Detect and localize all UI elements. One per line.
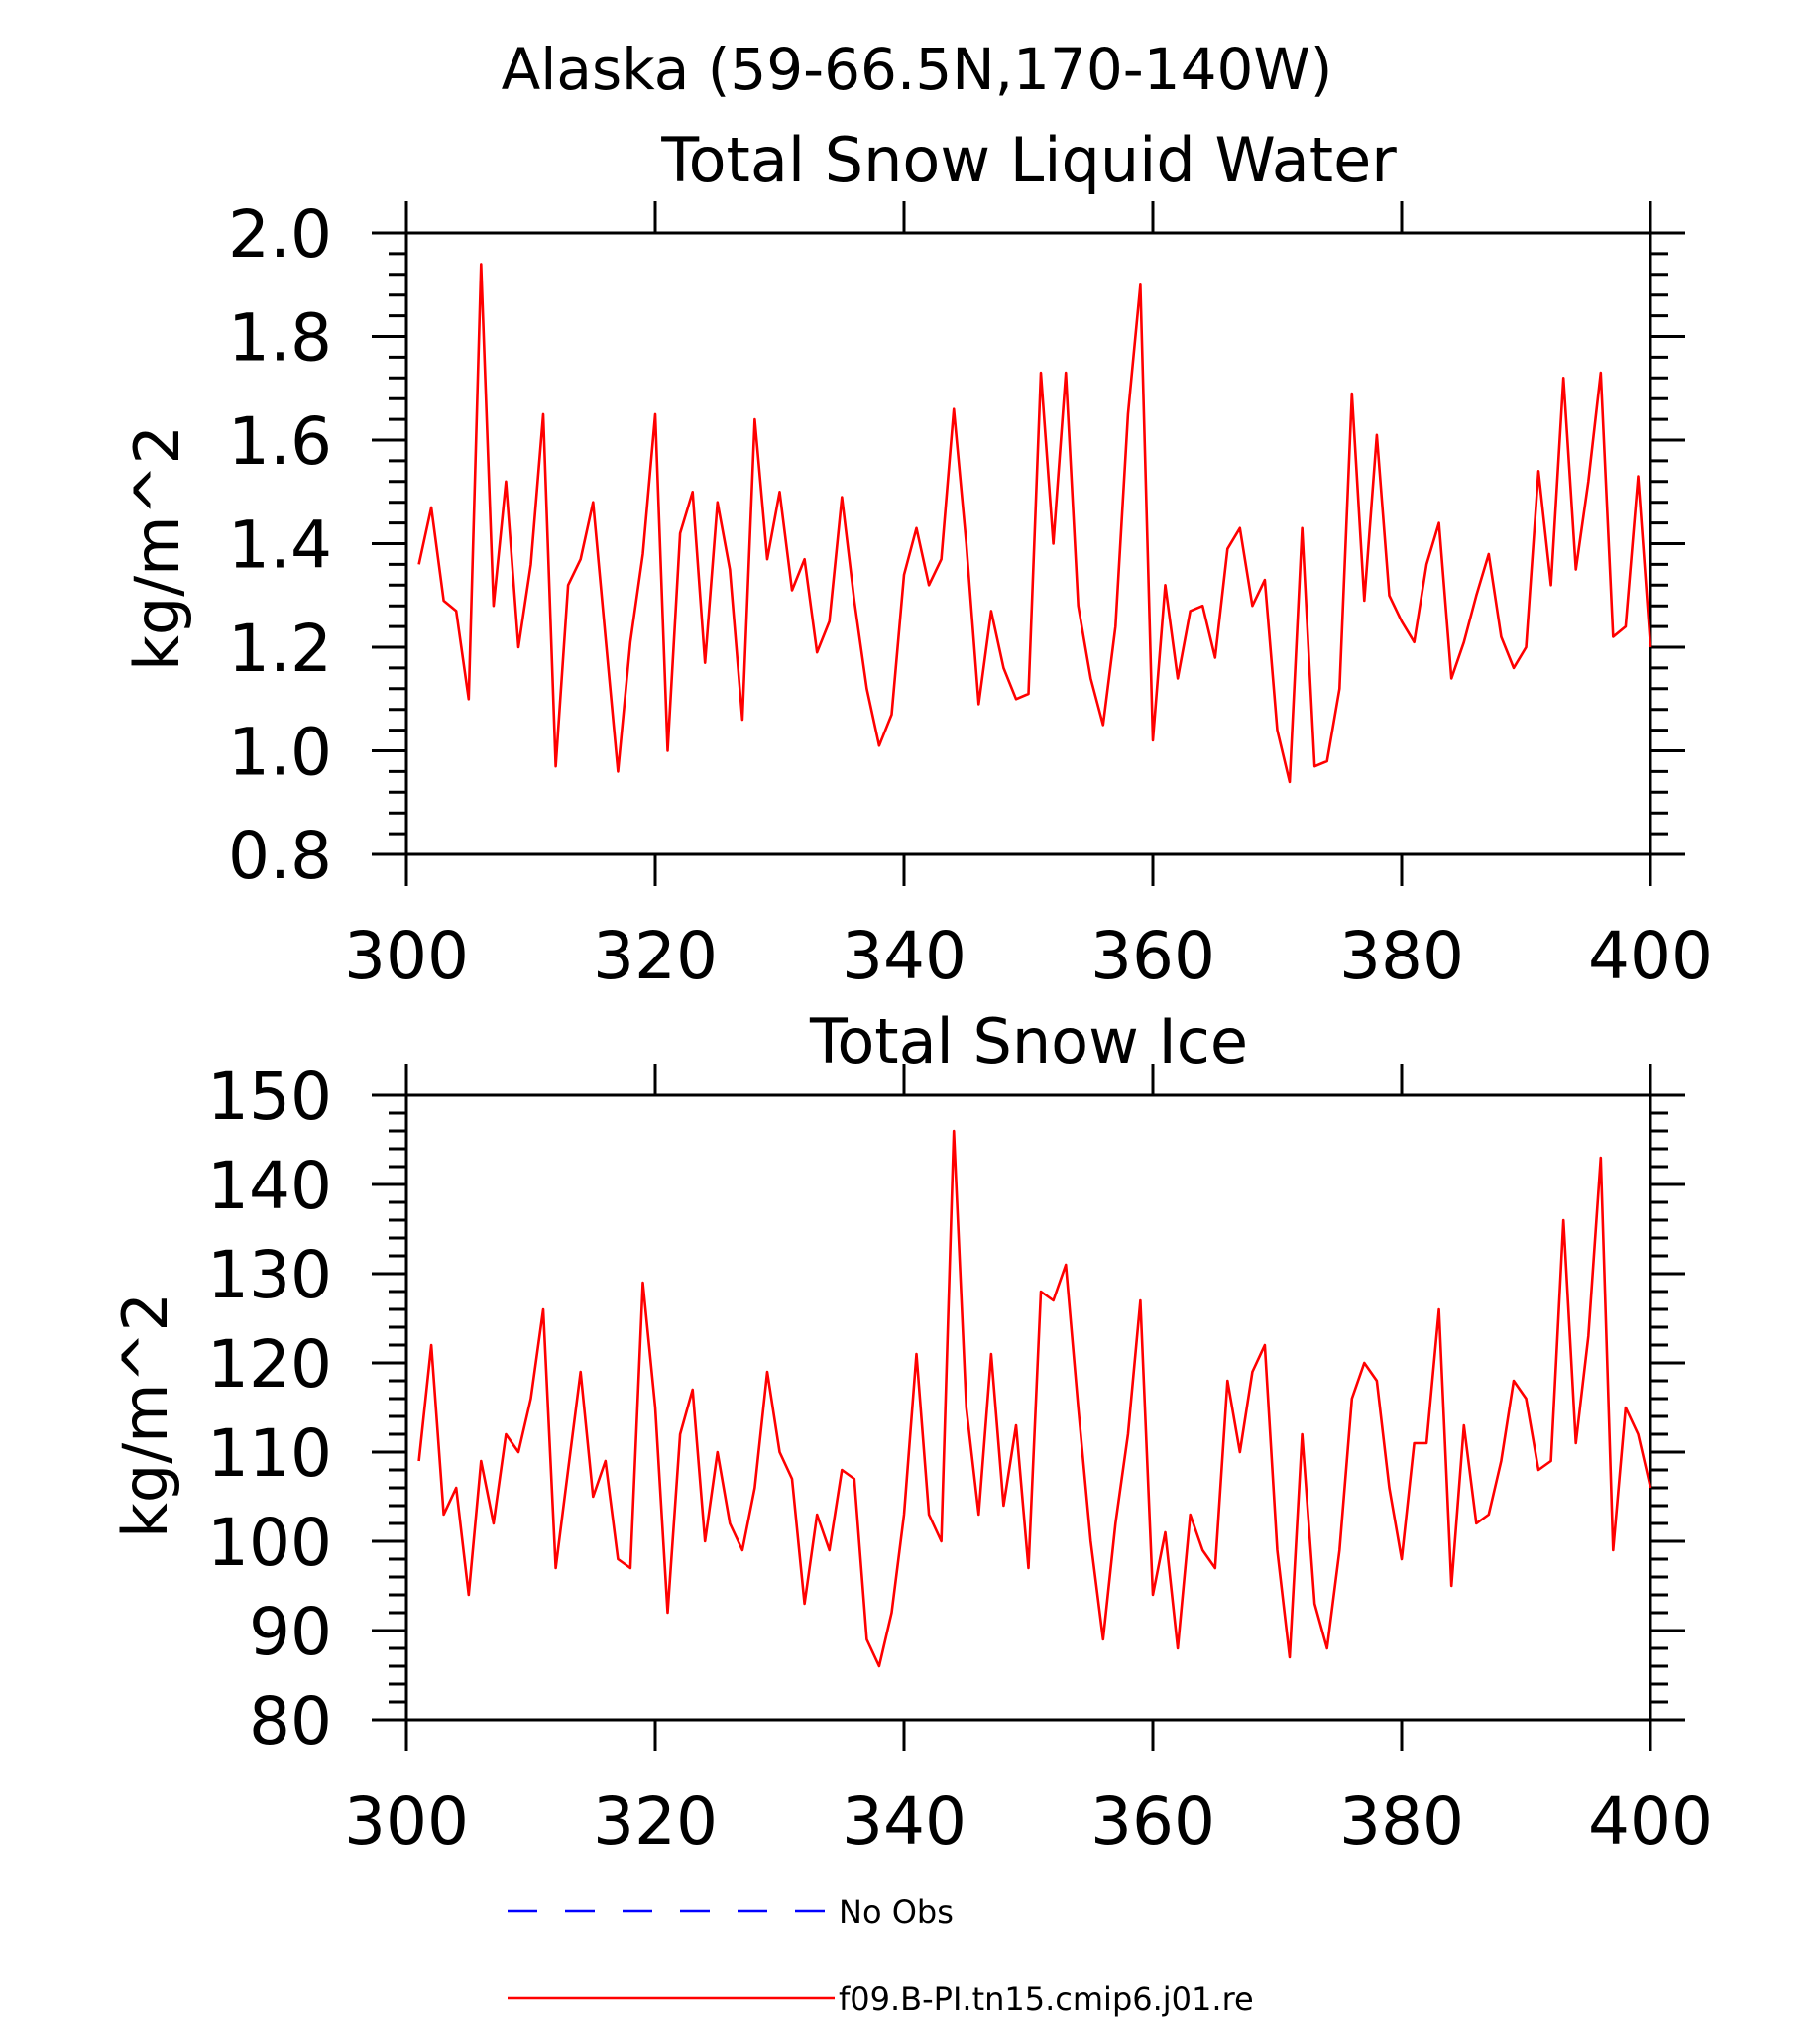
legend-obs-label: No Obs	[839, 1893, 954, 1931]
axis-ticks	[372, 1064, 1685, 1751]
x-tick-label: 300	[344, 918, 469, 994]
panel-snow-liquid-water: Total Snow Liquid Water kg/m^2 0.8 1.0 1.2…	[121, 124, 1713, 994]
x-tick-label: 360	[1090, 918, 1215, 994]
x-tick-label: 300	[344, 1783, 469, 1859]
x-tick-label: 380	[1339, 1783, 1464, 1859]
y-axis-label: kg/m^2	[109, 1293, 181, 1538]
y-tick-label: 120	[207, 1326, 332, 1403]
x-tick-label: 360	[1090, 1783, 1215, 1859]
x-tick-label: 340	[842, 918, 967, 994]
plot-frame	[404, 231, 1652, 856]
x-tick-label: 320	[593, 918, 718, 994]
y-tick-label: 1.6	[228, 403, 332, 480]
y-tick-label: 1.8	[228, 300, 332, 377]
y-tick-label: 1.4	[228, 507, 332, 584]
x-tick-label: 320	[593, 1783, 718, 1859]
y-tick-label: 1.0	[228, 715, 332, 791]
y-tick-label: 140	[207, 1148, 332, 1224]
y-tick-label: 2.0	[228, 196, 332, 273]
x-tick-label: 400	[1588, 918, 1713, 994]
legend: No Obs f09.B-PI.tn15.cmip6.j01.re	[508, 1893, 1254, 2018]
y-tick-labels: 0.8 1.0 1.2 1.4 1.6 1.8 2.0	[228, 196, 332, 894]
panel-title: Total Snow Ice	[809, 1005, 1248, 1077]
plot-frame	[404, 1093, 1652, 1722]
y-tick-label: 1.2	[228, 611, 332, 687]
y-tick-label: 110	[207, 1415, 332, 1492]
panel-snow-ice: Total Snow Ice kg/m^2 80 90 100 110 120 130 14…	[109, 1005, 1713, 1859]
y-tick-label: 130	[207, 1237, 332, 1313]
y-tick-label: 0.8	[228, 818, 332, 894]
x-tick-label: 400	[1588, 1783, 1713, 1859]
series-line-snow-liquid-water	[417, 263, 1652, 784]
x-tick-labels: 300 320 340 360 380 400	[344, 1783, 1713, 1859]
panel-title: Total Snow Liquid Water	[660, 124, 1397, 196]
y-tick-labels: 80 90 100 110 120 130 140 150	[207, 1059, 332, 1759]
x-tick-label: 340	[842, 1783, 967, 1859]
axis-ticks	[372, 201, 1685, 886]
y-tick-label: 100	[207, 1505, 332, 1581]
y-tick-label: 90	[249, 1594, 332, 1670]
y-axis-label: kg/m^2	[121, 425, 193, 671]
series-line-snow-ice	[417, 1129, 1652, 1668]
y-tick-label: 80	[249, 1683, 332, 1759]
x-tick-labels: 300 320 340 360 380 400	[344, 918, 1713, 994]
figure-title: Alaska (59-66.5N,170-140W)	[502, 36, 1333, 103]
legend-model-label: f09.B-PI.tn15.cmip6.j01.re	[839, 1980, 1254, 2018]
x-tick-label: 380	[1339, 918, 1464, 994]
y-tick-label: 150	[207, 1059, 332, 1135]
